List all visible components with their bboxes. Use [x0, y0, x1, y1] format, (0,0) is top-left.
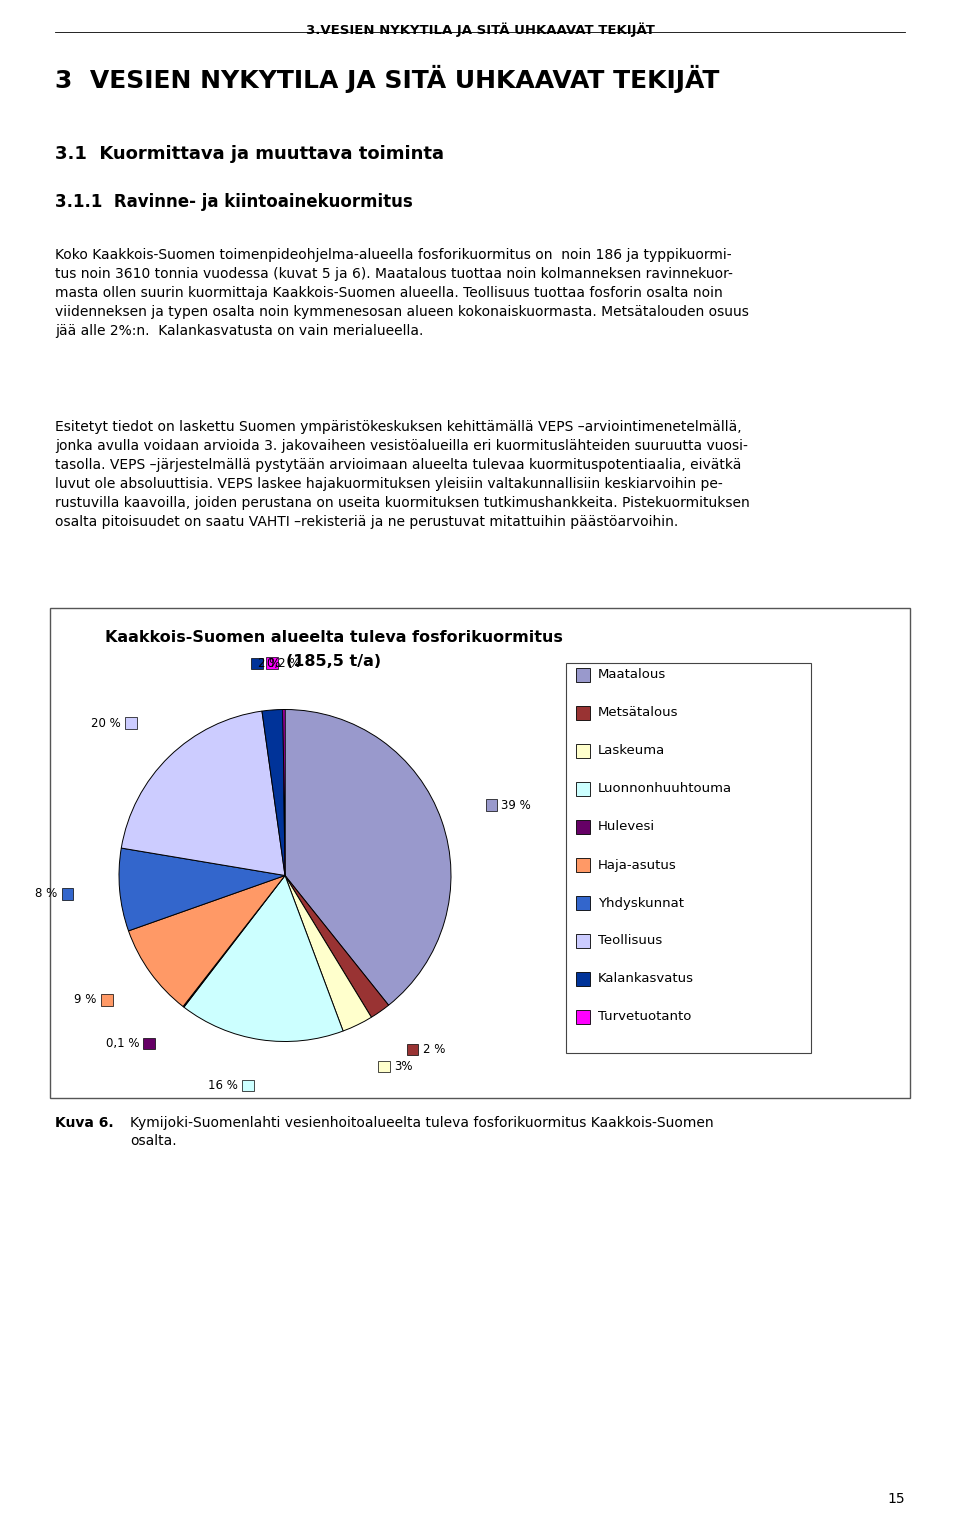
Text: 3.1.1  Ravinne- ja kiintoainekuormitus: 3.1.1 Ravinne- ja kiintoainekuormitus — [55, 193, 413, 211]
Text: 8 %: 8 % — [36, 888, 58, 900]
Text: Teollisuus: Teollisuus — [598, 935, 662, 947]
Wedge shape — [119, 848, 285, 931]
Bar — [576, 859, 590, 872]
Text: 0,1 %: 0,1 % — [106, 1038, 139, 1050]
Text: Kalankasvatus: Kalankasvatus — [598, 972, 694, 986]
Bar — [143, 1038, 156, 1050]
Wedge shape — [129, 876, 285, 1007]
Text: 0,2 %: 0,2 % — [267, 657, 300, 669]
Text: Esitetyt tiedot on laskettu Suomen ympäristökeskuksen kehittämällä VEPS –arvioin: Esitetyt tiedot on laskettu Suomen ympär… — [55, 420, 750, 529]
Bar — [576, 1010, 590, 1024]
Text: Metsätalous: Metsätalous — [598, 706, 679, 720]
Text: 2 %: 2 % — [257, 657, 280, 671]
Bar — [576, 744, 590, 758]
Text: Kymijoki-Suomenlahti vesienhoitoalueelta tuleva fosforikuormitus Kaakkois-Suomen: Kymijoki-Suomenlahti vesienhoitoalueelta… — [130, 1115, 713, 1149]
Text: 3.VESIEN NYKYTILA JA SITÄ UHKAAVAT TEKIJÄT: 3.VESIEN NYKYTILA JA SITÄ UHKAAVAT TEKIJ… — [305, 21, 655, 37]
Text: (185,5 t/a): (185,5 t/a) — [286, 654, 381, 669]
Bar — [576, 782, 590, 796]
Text: Haja-asutus: Haja-asutus — [598, 859, 677, 871]
Text: 9 %: 9 % — [75, 993, 97, 1007]
Bar — [576, 934, 590, 947]
Bar — [266, 657, 277, 669]
Text: 20 %: 20 % — [91, 717, 121, 730]
Bar — [125, 718, 136, 729]
Bar — [486, 799, 497, 811]
Wedge shape — [285, 709, 451, 1005]
Text: Kaakkois-Suomen alueelta tuleva fosforikuormitus: Kaakkois-Suomen alueelta tuleva fosforik… — [105, 630, 563, 645]
Wedge shape — [121, 711, 285, 876]
Text: Maatalous: Maatalous — [598, 669, 666, 681]
Bar — [576, 821, 590, 834]
Text: 16 %: 16 % — [208, 1079, 238, 1093]
Wedge shape — [183, 876, 285, 1007]
Bar — [242, 1080, 253, 1091]
Text: 39 %: 39 % — [501, 799, 531, 811]
Text: Laskeuma: Laskeuma — [598, 744, 665, 758]
Text: 3.1  Kuormittava ja muuttava toiminta: 3.1 Kuormittava ja muuttava toiminta — [55, 145, 444, 163]
Bar — [378, 1060, 390, 1073]
Bar — [407, 1044, 419, 1056]
Bar — [101, 995, 112, 1005]
Bar — [566, 663, 811, 1053]
Bar — [50, 608, 910, 1099]
Bar — [576, 895, 590, 911]
Text: 2 %: 2 % — [422, 1044, 445, 1056]
Wedge shape — [184, 876, 343, 1042]
Bar — [61, 888, 73, 900]
Text: Yhdyskunnat: Yhdyskunnat — [598, 897, 684, 909]
Text: Turvetuotanto: Turvetuotanto — [598, 1010, 691, 1024]
Bar — [576, 668, 590, 681]
Wedge shape — [262, 709, 285, 876]
Bar — [576, 972, 590, 986]
Wedge shape — [285, 876, 389, 1018]
Bar — [252, 659, 263, 669]
Wedge shape — [283, 709, 285, 876]
Text: 3  VESIEN NYKYTILA JA SITÄ UHKAAVAT TEKIJÄT: 3 VESIEN NYKYTILA JA SITÄ UHKAAVAT TEKIJ… — [55, 66, 719, 93]
Text: Hulevesi: Hulevesi — [598, 821, 655, 833]
Bar — [576, 706, 590, 720]
Text: 15: 15 — [887, 1491, 905, 1507]
Text: Luonnonhuuhtouma: Luonnonhuuhtouma — [598, 782, 732, 796]
Text: 3%: 3% — [394, 1060, 412, 1073]
Text: Kuva 6.: Kuva 6. — [55, 1115, 113, 1131]
Wedge shape — [285, 876, 372, 1031]
Text: Koko Kaakkois-Suomen toimenpideohjelma-alueella fosforikuormitus on  noin 186 ja: Koko Kaakkois-Suomen toimenpideohjelma-a… — [55, 248, 749, 338]
